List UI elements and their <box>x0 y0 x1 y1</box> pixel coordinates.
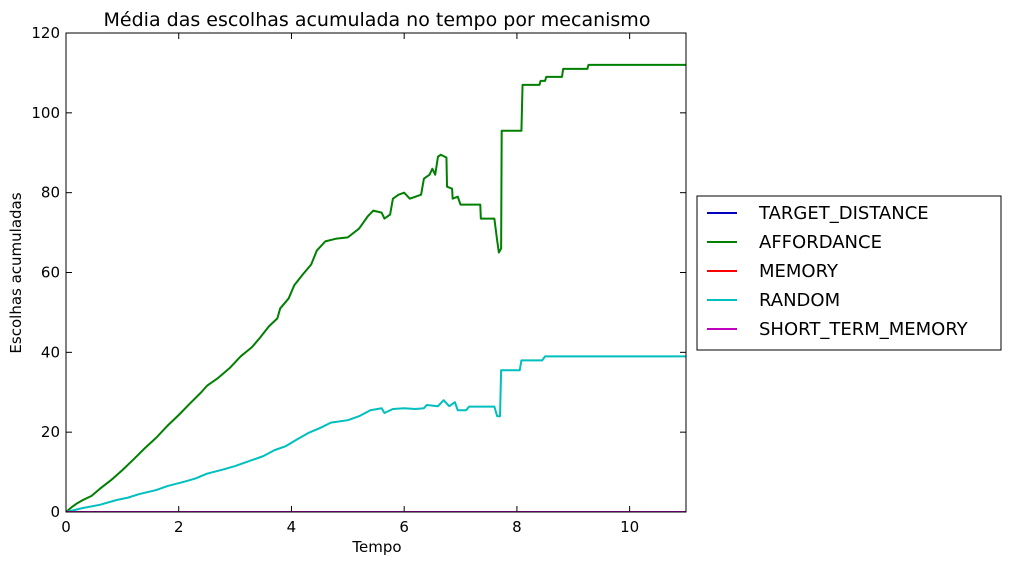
x-tick-label: 0 <box>61 518 71 536</box>
legend-label-memory: MEMORY <box>759 261 839 282</box>
x-tick-label: 8 <box>512 518 522 536</box>
y-tick-label: 20 <box>41 423 60 441</box>
chart-title: Média das escolhas acumulada no tempo po… <box>104 9 651 31</box>
series-layer <box>66 63 686 512</box>
x-axis-label: Tempo <box>351 538 401 556</box>
legend-label-random: RANDOM <box>759 290 840 311</box>
legend: TARGET_DISTANCE AFFORDANCE MEMORY RANDOM SHO… <box>696 195 1002 351</box>
legend-label-short-term-memory: SHORT_TERM_MEMORY <box>759 319 969 340</box>
y-tick-label: 80 <box>41 184 60 202</box>
y-tick-label: 60 <box>41 264 60 282</box>
x-tick-label: 4 <box>287 518 297 536</box>
legend-label-affordance: AFFORDANCE <box>759 232 882 253</box>
series-line-random <box>66 355 686 512</box>
y-tick-label: 100 <box>31 104 60 122</box>
y-tick-label: 40 <box>41 343 60 361</box>
legend-label-target-distance: TARGET_DISTANCE <box>758 203 929 224</box>
plot-frame <box>65 32 687 513</box>
y-tick-label: 0 <box>50 503 60 521</box>
y-tick-label: 120 <box>31 24 60 42</box>
x-tick-label: 2 <box>174 518 184 536</box>
x-tick-label: 10 <box>620 518 639 536</box>
legend-box <box>696 195 1002 351</box>
x-tick-label: 6 <box>399 518 409 536</box>
series-line-affordance <box>66 63 686 512</box>
y-axis-label: Escolhas acumuladas <box>7 192 25 353</box>
